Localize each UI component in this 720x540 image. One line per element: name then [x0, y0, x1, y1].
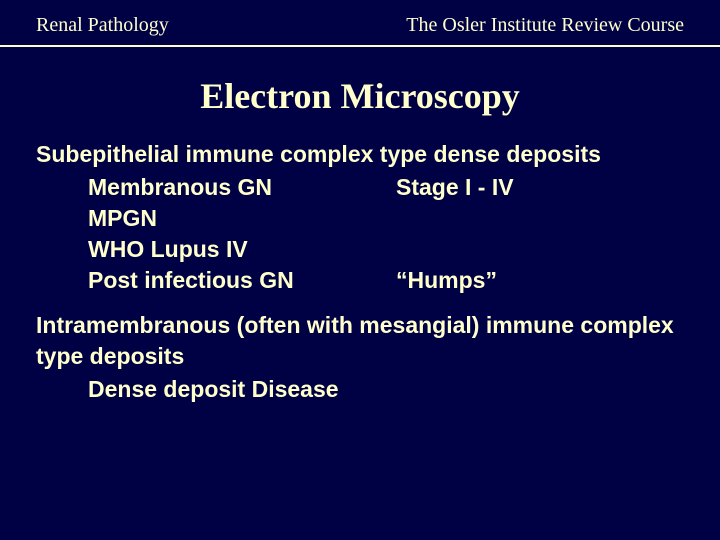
item-left: WHO Lupus IV: [36, 234, 396, 265]
list-item: WHO Lupus IV: [36, 234, 684, 265]
header-right: The Osler Institute Review Course: [406, 14, 684, 37]
list-item: Membranous GN Stage I - IV: [36, 172, 684, 203]
item-left: MPGN: [36, 203, 396, 234]
list-item: Dense deposit Disease: [36, 374, 684, 405]
item-left: Post infectious GN: [36, 265, 396, 296]
item-left: Membranous GN: [36, 172, 396, 203]
list-item: Post infectious GN “Humps”: [36, 265, 684, 296]
header-left: Renal Pathology: [36, 14, 169, 37]
section-heading: Subepithelial immune complex type dense …: [36, 139, 684, 170]
item-right: [396, 203, 684, 234]
item-right: Stage I - IV: [396, 172, 684, 203]
item-right: [396, 234, 684, 265]
section-heading: Intramembranous (often with mesangial) i…: [36, 310, 684, 372]
slide-header: Renal Pathology The Osler Institute Revi…: [0, 0, 720, 47]
item-right: “Humps”: [396, 265, 684, 296]
slide-content: Subepithelial immune complex type dense …: [0, 139, 720, 405]
list-item: MPGN: [36, 203, 684, 234]
slide-title: Electron Microscopy: [0, 75, 720, 117]
